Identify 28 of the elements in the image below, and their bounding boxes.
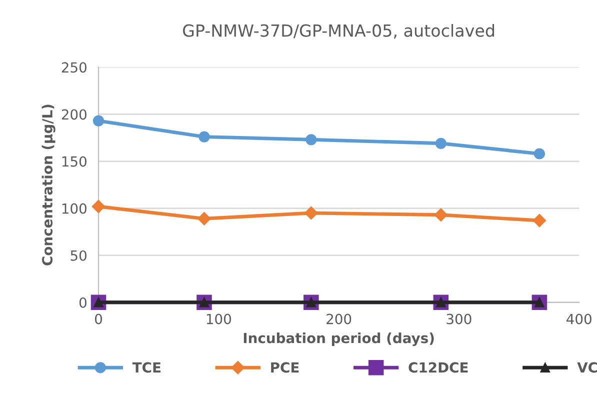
x-tick-label: 100 xyxy=(206,314,231,324)
legend-label: PCE xyxy=(271,362,299,373)
point xyxy=(92,115,104,126)
y-tick-label: 150 xyxy=(62,156,86,167)
chart-title: GP-NMW-37D/GP-MNA-05, autoclaved xyxy=(183,24,494,39)
x-axis-title: Incubation period (days) xyxy=(244,332,434,346)
point xyxy=(198,212,211,226)
y-tick-label: 50 xyxy=(70,250,86,261)
point xyxy=(534,148,545,160)
x-tick-label: 400 xyxy=(566,314,592,324)
x-tick-label: 0 xyxy=(95,314,102,324)
point xyxy=(434,208,448,222)
point xyxy=(532,214,546,228)
x-tick-label: 300 xyxy=(446,314,472,324)
y-tick-label: 200 xyxy=(62,109,86,120)
legend-label: VC xyxy=(577,362,597,373)
x-tick-label: 200 xyxy=(326,314,352,324)
point xyxy=(306,134,317,146)
y-axis-title: Concentration (µg/L) xyxy=(42,104,56,266)
point xyxy=(435,138,446,149)
legend-label: C12DCE xyxy=(408,362,468,373)
y-tick-label: 250 xyxy=(62,62,86,73)
y-tick-label: 100 xyxy=(62,203,86,214)
y-tick-label: 0 xyxy=(79,297,86,308)
legend-label: TCE xyxy=(132,362,160,373)
point xyxy=(92,200,106,214)
point xyxy=(198,131,210,142)
point xyxy=(304,206,318,220)
